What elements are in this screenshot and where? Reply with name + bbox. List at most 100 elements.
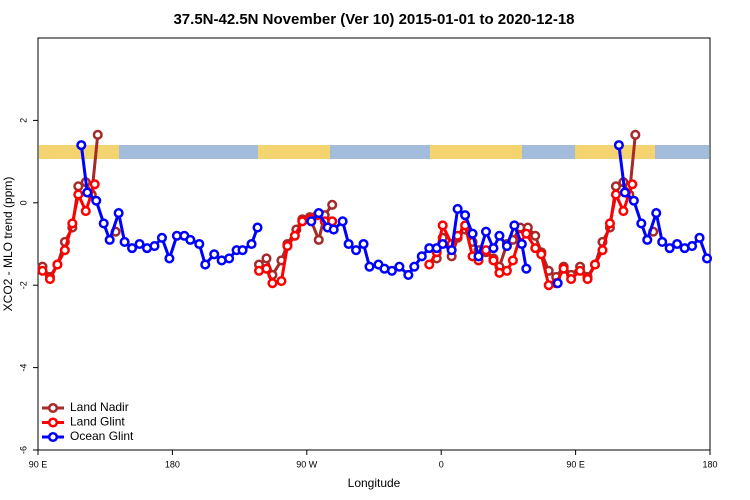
point bbox=[589, 259, 601, 270]
ocean-band bbox=[39, 145, 709, 159]
point bbox=[289, 230, 300, 241]
series-line bbox=[41, 183, 634, 288]
point bbox=[488, 243, 499, 254]
point bbox=[52, 259, 63, 270]
x-tick-label: 90 W bbox=[296, 459, 318, 469]
point bbox=[630, 129, 641, 140]
point bbox=[237, 245, 248, 256]
land-band bbox=[39, 145, 119, 159]
point bbox=[582, 273, 593, 285]
point bbox=[437, 220, 448, 231]
legend-marker bbox=[47, 402, 59, 414]
point bbox=[306, 216, 317, 227]
point bbox=[613, 140, 624, 151]
y-tick-label: 0 bbox=[18, 200, 28, 205]
y-tick-label: -2 bbox=[18, 281, 28, 289]
point bbox=[164, 253, 175, 264]
point bbox=[313, 208, 324, 219]
point bbox=[98, 218, 109, 229]
legend-label: Land Glint bbox=[70, 415, 125, 429]
point bbox=[446, 245, 457, 256]
chart-title: 37.5N-42.5N November (Ver 10) 2015-01-01… bbox=[173, 11, 574, 28]
point bbox=[694, 232, 705, 243]
point bbox=[358, 238, 369, 250]
point bbox=[521, 263, 532, 274]
point bbox=[494, 230, 505, 241]
x-tick-label: 90 E bbox=[566, 459, 585, 469]
point bbox=[610, 189, 621, 200]
legend-label: Land Nadir bbox=[70, 400, 129, 414]
point bbox=[460, 210, 471, 221]
point bbox=[473, 251, 484, 262]
point bbox=[521, 228, 532, 239]
point bbox=[37, 265, 48, 276]
plot-frame bbox=[37, 37, 711, 451]
point bbox=[104, 234, 115, 245]
point bbox=[597, 245, 608, 256]
x-tick-label: 90 E bbox=[29, 459, 48, 469]
point bbox=[452, 203, 463, 215]
point bbox=[664, 243, 675, 254]
point bbox=[92, 129, 103, 140]
point bbox=[488, 255, 499, 266]
point bbox=[552, 278, 563, 289]
legend-label: Ocean Glint bbox=[70, 429, 134, 443]
point bbox=[337, 216, 348, 227]
point bbox=[651, 208, 662, 219]
point bbox=[185, 234, 196, 245]
point bbox=[558, 263, 569, 274]
point bbox=[113, 208, 124, 219]
point bbox=[327, 199, 338, 210]
y-tick-label: -6 bbox=[18, 446, 28, 454]
x-tick-label: 0 bbox=[439, 459, 444, 469]
point bbox=[200, 259, 211, 270]
point bbox=[282, 241, 293, 252]
point bbox=[530, 243, 541, 254]
point bbox=[636, 218, 647, 229]
point bbox=[536, 249, 547, 260]
point bbox=[127, 243, 138, 254]
point bbox=[619, 187, 630, 198]
point bbox=[149, 241, 160, 252]
point bbox=[507, 255, 518, 266]
point bbox=[416, 251, 427, 262]
land-band bbox=[575, 145, 655, 159]
legend-marker bbox=[47, 417, 59, 428]
point bbox=[575, 265, 586, 276]
x-axis-label: Longitude bbox=[348, 476, 401, 490]
point bbox=[530, 230, 541, 241]
point bbox=[386, 265, 397, 276]
point bbox=[91, 195, 102, 206]
point bbox=[516, 238, 527, 250]
legend-marker bbox=[47, 431, 59, 443]
point bbox=[657, 236, 668, 247]
point bbox=[156, 232, 167, 243]
point bbox=[328, 224, 339, 235]
point bbox=[44, 273, 55, 285]
point bbox=[73, 189, 84, 200]
point bbox=[194, 238, 205, 250]
point bbox=[480, 226, 492, 237]
point bbox=[246, 238, 257, 250]
point bbox=[276, 276, 287, 287]
point bbox=[313, 234, 324, 245]
point bbox=[604, 218, 615, 229]
point bbox=[509, 220, 520, 231]
point bbox=[501, 241, 512, 252]
point bbox=[252, 222, 263, 233]
point bbox=[89, 179, 100, 190]
y-tick-label: 2 bbox=[18, 118, 28, 123]
point bbox=[437, 238, 448, 250]
land-band bbox=[430, 145, 522, 159]
point bbox=[343, 238, 354, 250]
land-band bbox=[258, 145, 330, 159]
point bbox=[618, 205, 629, 217]
point bbox=[403, 269, 414, 280]
point bbox=[82, 187, 93, 198]
point bbox=[701, 253, 713, 264]
point bbox=[267, 278, 278, 289]
point bbox=[134, 238, 145, 250]
point bbox=[80, 205, 91, 217]
point bbox=[628, 195, 639, 206]
